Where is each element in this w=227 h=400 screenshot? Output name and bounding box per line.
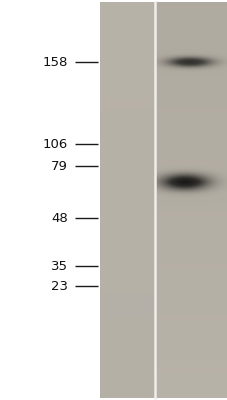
Text: 35: 35 — [51, 260, 68, 272]
Text: 106: 106 — [42, 138, 68, 150]
Text: 23: 23 — [51, 280, 68, 292]
Text: 79: 79 — [51, 160, 68, 172]
Text: 48: 48 — [51, 212, 68, 224]
Text: 158: 158 — [42, 56, 68, 68]
